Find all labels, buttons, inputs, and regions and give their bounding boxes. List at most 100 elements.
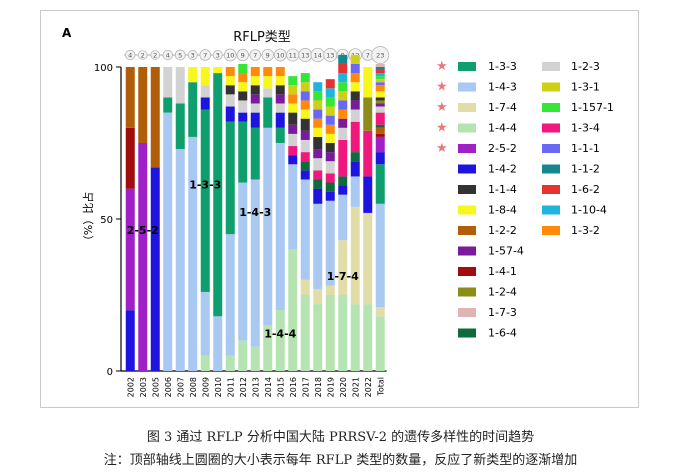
legend-swatch-1-3-2 [542,226,560,235]
bar-segment-1-3-2 [225,67,235,77]
bar-segment-1-8-4 [375,91,385,98]
legend-label: 1-4-3 [488,81,517,94]
bar-segment-1-4-2 [313,188,323,204]
type-count-label: 7 [203,52,207,60]
bar-segment-1-157-1 [238,63,248,74]
bar-segment-1-157-1 [325,97,335,107]
bar-segment-1-4-4 [300,295,310,371]
bar-segment-1-4-3 [338,194,348,241]
legend-swatch-1-6-4 [458,328,476,338]
legend-label: 1-7-4 [488,101,517,114]
bar-segment-1-4-2 [225,106,235,122]
bar-segment-1-7-4 [338,240,348,295]
x-tick-label: 2022 [364,377,373,397]
bar-segment-1-4-4 [375,316,385,371]
bar-segment-1-6-2 [375,70,385,74]
bar-segment-1-3-3 [250,127,260,180]
bar-segment-1-3-4 [350,121,360,153]
type-count-circle [150,50,161,60]
bar-segment-1-10-4 [338,73,348,83]
bar-segment-1-3-2 [375,85,385,92]
bar-segment-1-8-4 [313,127,323,137]
bar-segment-1-3-4 [375,112,385,125]
bar-segment-1-4-3 [250,179,260,347]
y-axis-label: （%）比占 [81,192,95,246]
bar-segment-1-6-4 [313,179,323,189]
bar-segment-1-1-4 [300,118,310,131]
legend-swatch-1-10-4 [542,205,560,215]
type-count-label: 11 [289,52,297,60]
bar-segment-1-2-3 [250,103,260,113]
bar-segment-1-8-4 [350,82,360,92]
bar-segment-1-57-4 [313,149,323,159]
bar-segment-1-3-3 [213,73,223,317]
bar-segment-1-4-2 [250,112,260,128]
x-tick-label: 2016 [289,377,298,397]
legend-swatch-1-6-2 [542,185,560,194]
legend-label: 1-1-4 [488,183,517,196]
bar-segment-1-1-4 [350,91,360,101]
bar-segment-1-10-4 [375,73,385,77]
bar-segment-1-1-1 [325,115,335,125]
bar-segment-1-4-2 [200,97,210,110]
bar-segment-1-6-4 [375,124,385,128]
x-tick-label: 2002 [126,377,135,397]
type-count-label: 9 [241,52,245,60]
legend-star-icon: ★ [436,121,448,136]
bar-segment-1-7-3 [375,63,385,67]
annotation-label: 1-3-3 [189,179,221,192]
bar-segment-1-4-2 [338,185,348,195]
bar-segment-1-3-4 [300,152,310,162]
x-tick-label: 2005 [151,377,160,397]
bar-segment-1-8-4 [213,67,223,74]
legend-label: 1-3-4 [571,122,600,135]
bar-segment-1-3-1 [325,106,335,116]
annotation-label: 2-5-2 [127,224,159,237]
x-tick-label: 2008 [189,377,198,397]
annotation-label: 1-7-4 [327,270,359,283]
bar-segment-1-8-4 [250,76,260,86]
bar-segment-1-4-2 [325,191,335,201]
bar-segment-1-1-4 [288,112,298,125]
type-count-label: 3 [191,52,195,60]
y-tick-label: 100 [94,63,113,74]
bar-segment-1-2-3 [313,158,323,171]
bar-segment-1-4-4 [350,304,360,371]
bar-segment-1-3-1 [338,91,348,101]
legend-label: 1-2-2 [488,224,517,237]
type-count-label: 13 [301,52,309,60]
legend-label: 1-57-4 [488,245,524,258]
bar-segment-1-2-2 [125,67,135,128]
y-tick-label: 50 [100,215,113,226]
bar-segment-1-1-1 [300,91,310,101]
type-count-label: 10 [276,52,284,60]
bar-segment-1-2-3 [200,85,210,98]
bar-segment-1-4-2 [238,112,248,122]
legend-swatch-1-57-4 [458,246,476,256]
bar-segment-1-4-2 [300,170,310,180]
bar-segment-1-57-4 [325,152,335,162]
legend-label: 1-3-3 [488,60,517,73]
legend-label: 1-3-1 [571,81,600,94]
bar-segment-1-57-4 [250,94,260,104]
legend-swatch-1-4-4 [458,123,476,133]
bar-segment-1-4-2 [350,161,360,177]
type-count-circle [125,49,136,61]
type-count-label: 4 [128,52,132,60]
bar-segment-1-1-4 [225,85,235,95]
x-tick-label: 2007 [176,377,185,397]
bar-segment-1-3-2 [325,124,335,134]
x-tick-label: 2018 [314,377,323,397]
bar-segment-1-57-4 [350,100,360,110]
bar-segment-1-2-2 [150,67,160,168]
bar-segment-1-3-1 [288,85,298,95]
type-count-circle [261,48,274,62]
bar-segment-1-2-4 [375,100,385,104]
legend-swatch-1-7-4 [458,103,476,112]
legend-swatch-1-3-4 [542,123,560,133]
bar-segment-1-6-4 [338,176,348,186]
bar-segment-1-57-4 [338,118,348,128]
type-count-circle [223,48,237,62]
bar-segment-1-3-2 [300,100,310,110]
bar-segment-1-1-1 [338,100,348,110]
